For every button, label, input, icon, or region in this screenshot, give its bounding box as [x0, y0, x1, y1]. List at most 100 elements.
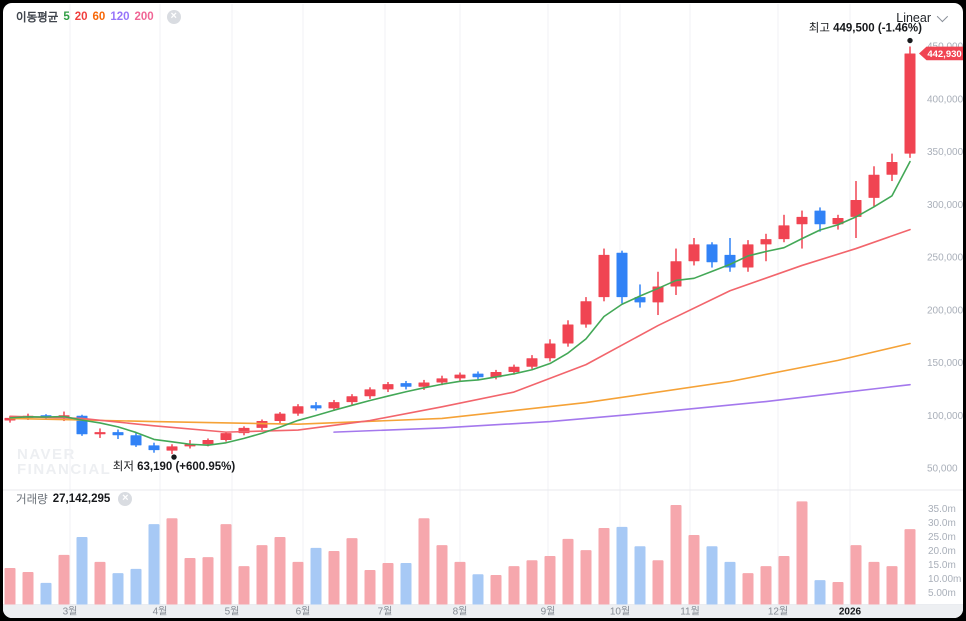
volume-bars: [4, 501, 916, 605]
candle-body: [400, 383, 412, 387]
volume-bar: [526, 560, 538, 605]
high-marker-dot: [907, 37, 913, 44]
volume-bar: [436, 545, 448, 605]
volume-bar: [400, 563, 412, 605]
volume-bar: [670, 505, 682, 605]
price-tick-label: 200,000: [927, 305, 963, 316]
month-labels: 3월 4월 5월 6월 7월 8월 9월 10월 11월 12월 2026: [63, 606, 862, 618]
price-tick-label: 50,000: [927, 464, 958, 475]
ma-period-200[interactable]: 200: [134, 11, 154, 23]
price-tick-label: 350,000: [927, 147, 963, 158]
naver-financial-watermark: NAVER FINANCIAL: [17, 446, 112, 478]
candle-body: [526, 358, 538, 367]
volume-bar: [760, 566, 772, 605]
volume-bar: [220, 524, 232, 605]
month-label: 2026: [839, 607, 862, 618]
volume-bar: [22, 571, 34, 605]
scale-selector[interactable]: Linear: [896, 10, 949, 25]
candle-body: [706, 244, 718, 263]
volume-bar: [256, 545, 268, 605]
volume-bar: [778, 556, 790, 605]
candle-body: [418, 382, 430, 387]
volume-bar: [454, 561, 466, 605]
ma-period-20[interactable]: 20: [74, 11, 88, 23]
candle-body: [94, 432, 106, 435]
candle-body: [454, 374, 466, 379]
low-annotation: 최저 63,190 (+600.95%): [113, 460, 236, 473]
candle-body: [472, 373, 484, 378]
candle-body: [220, 433, 232, 441]
volume-bar: [634, 546, 646, 605]
volume-value: 27,142,295: [52, 493, 111, 505]
candle-body: [130, 435, 142, 446]
volume-tick-label: 35.0m: [928, 504, 956, 515]
price-tick-label: 300,000: [927, 200, 963, 211]
price-tick-label: 250,000: [927, 253, 963, 264]
close-icon[interactable]: ×: [166, 10, 181, 24]
ma-period-5[interactable]: 5: [63, 11, 70, 23]
volume-bar: [148, 524, 160, 605]
volume-axis-labels: 35.0m 30.0m 25.0m 20.0m 15.0m 10.00m 5.00m: [928, 504, 961, 599]
month-label: 12월: [768, 606, 788, 618]
close-icon[interactable]: ×: [118, 492, 133, 506]
volume-bar: [832, 582, 844, 605]
high-annotation: 최고 449,500 (-1.46%): [809, 22, 922, 35]
candle-body: [436, 378, 448, 383]
candle-body: [310, 405, 322, 409]
candle-body: [562, 324, 574, 344]
volume-bar: [562, 538, 574, 605]
volume-tick-label: 30.0m: [928, 518, 956, 529]
volume-bar: [364, 570, 376, 605]
volume-bar: [4, 568, 16, 605]
candle-body: [292, 406, 304, 414]
candle-body: [508, 366, 520, 372]
volume-bar: [688, 535, 700, 605]
volume-header: 거래량 27,142,295 ×: [16, 491, 133, 507]
price-tick-label: 100,000: [927, 411, 963, 422]
month-label: 4월: [153, 606, 168, 618]
candle-body: [382, 384, 394, 390]
candle-body: [724, 254, 736, 268]
volume-bar: [346, 538, 358, 605]
candle-body: [760, 239, 772, 245]
price-tick-label: 150,000: [927, 358, 963, 369]
candle-body: [346, 396, 358, 403]
month-label: 10월: [610, 606, 630, 618]
volume-bar: [310, 547, 322, 605]
volume-bar: [850, 545, 862, 605]
candle-body: [652, 286, 664, 303]
month-label: 5월: [225, 606, 240, 618]
volume-bar: [166, 518, 178, 605]
candle-body: [616, 252, 628, 298]
volume-tick-label: 25.0m: [928, 532, 956, 543]
candle-body: [778, 225, 790, 240]
candle-body: [850, 200, 862, 217]
month-axis-strip[interactable]: [3, 604, 963, 619]
ma-period-60[interactable]: 60: [92, 11, 106, 23]
candle-body: [580, 301, 592, 325]
volume-bar: [58, 554, 70, 605]
candle-body: [148, 445, 160, 451]
month-label: 7월: [378, 606, 393, 618]
volume-bar: [724, 561, 736, 605]
volume-bar: [490, 575, 502, 605]
price-volume-chart[interactable]: 450,000400,000350,000300,000250,000200,0…: [3, 3, 963, 618]
volume-bar: [418, 518, 430, 605]
ma-period-120[interactable]: 120: [110, 11, 130, 23]
volume-bar: [580, 550, 592, 605]
moving-average-label: 이동평균: [16, 12, 59, 24]
volume-bar: [652, 560, 664, 605]
volume-bar: [112, 573, 124, 605]
candle-body: [256, 421, 268, 428]
candlesticks: [4, 46, 916, 455]
volume-bar: [202, 557, 214, 605]
volume-tick-label: 15.0m: [928, 560, 956, 571]
volume-bar: [814, 580, 826, 605]
volume-bar: [292, 561, 304, 605]
volume-bar: [40, 582, 52, 605]
candle-body: [544, 343, 556, 359]
candle-body: [904, 53, 916, 154]
candle-body: [796, 216, 808, 225]
candle-body: [112, 432, 124, 436]
